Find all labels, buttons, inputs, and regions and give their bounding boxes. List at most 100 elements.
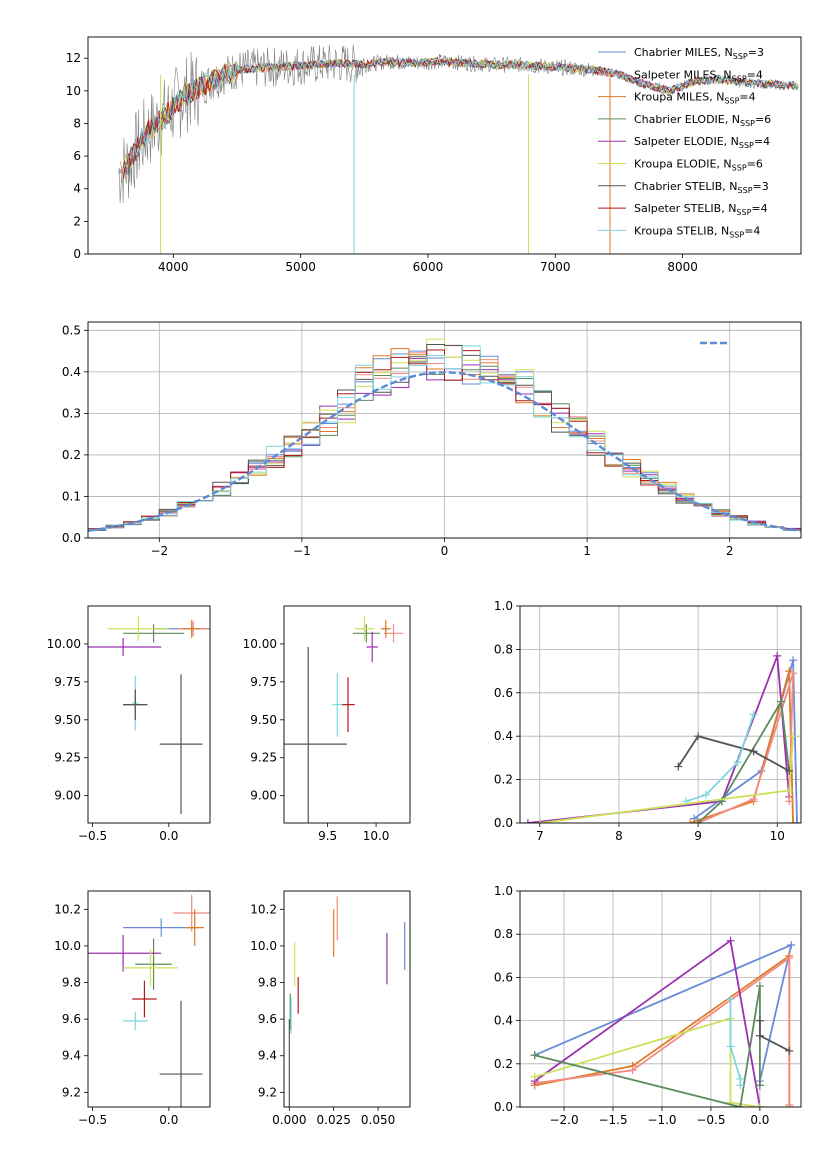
- y-tick-label: 0.6: [494, 686, 513, 700]
- massweight-series-line: [677, 735, 790, 772]
- y-tick-label: 10.0: [54, 939, 81, 953]
- massweight-point-marker: [793, 819, 801, 823]
- y-tick-label: 0.2: [62, 448, 81, 462]
- massweight-point-marker: [686, 819, 695, 823]
- y-tick-label: 9.75: [54, 675, 81, 689]
- legend-entry-suffix: =3: [748, 46, 764, 59]
- axes-frame: [87, 605, 211, 824]
- x-tick-label: −2.0: [549, 1113, 578, 1127]
- massweight-point-marker: [694, 732, 703, 741]
- legend-entry: Salpeter STELIB, NSSP=4: [634, 202, 768, 217]
- massweight-series-line: [534, 1017, 761, 1107]
- errorbar-point: [182, 619, 201, 638]
- massweight-point-marker: [702, 790, 711, 799]
- legend-entry-label: Chabrier ELODIE, N: [634, 113, 740, 126]
- legend-entry-suffix: =6: [755, 113, 771, 126]
- massweight-point-marker: [535, 819, 544, 823]
- massweight-point-marker: [785, 1100, 794, 1107]
- legend-entry-suffix: =4: [747, 68, 763, 81]
- x-tick-label: −0.5: [696, 1113, 725, 1127]
- legend-entry-label: Chabrier MILES, N: [634, 46, 733, 59]
- plot-area: [88, 616, 210, 814]
- errorbar-point: [159, 1000, 203, 1107]
- massweight-vs-metallicity-panel: −2.0 −1.5 −1.0 −0.5 0.0 0.0 0.2 0.4 0.6 0.8 1.0: [494, 884, 802, 1127]
- x-tick-label: 10.0: [363, 829, 390, 843]
- massweight-series-line: [693, 660, 798, 823]
- errorbar-point: [380, 619, 391, 638]
- legend-entry-label: Kroupa MILES, N: [634, 91, 724, 104]
- x-tick-label: −0.5: [78, 829, 107, 843]
- legend-entry-subscript: SSP: [724, 97, 739, 106]
- massweight-point-marker: [789, 669, 798, 678]
- y-tick-label: 0.4: [494, 729, 513, 743]
- axes-frame: [519, 890, 802, 1108]
- x-tick-label: 10: [770, 829, 785, 843]
- legend-entry-label: Salpeter STELIB, N: [634, 202, 736, 215]
- y-tick-label: 0.3: [62, 406, 81, 420]
- axes-frame: [87, 36, 802, 255]
- model-spectrum-line: [120, 57, 610, 174]
- errorbar-point: [159, 674, 203, 814]
- legend-entry-subscript: SSP: [740, 119, 755, 128]
- legend-entry-subscript: SSP: [729, 230, 744, 239]
- massweight-point-marker: [736, 1081, 745, 1090]
- legend-entry-label: Kroupa ELODIE, N: [634, 158, 732, 171]
- massweight-point-marker: [755, 1016, 764, 1025]
- massweight-series-line: [729, 999, 742, 1086]
- errorbar-point: [88, 637, 162, 657]
- x-tick-label: 7: [536, 829, 544, 843]
- errorbar-point: [383, 624, 404, 643]
- legend-entry-suffix: =3: [753, 180, 769, 193]
- legend-entry-subscript: SSP: [732, 74, 747, 83]
- massweight-point-marker: [785, 667, 794, 676]
- residual-histogram-panel: −2 −1 0 1 2 0.0 0.1 0.2 0.3 0.4 0.5: [62, 321, 802, 558]
- y-tick-label: 12: [66, 51, 81, 65]
- errorbar-point: [88, 934, 162, 972]
- legend-entry-subscript: SSP: [738, 186, 753, 195]
- x-tick-label: 4000: [158, 260, 189, 274]
- massweight-point-marker: [755, 1031, 764, 1040]
- massweight-point-marker: [785, 953, 794, 962]
- y-tick-label: 6: [73, 149, 81, 163]
- errorbar-point: [107, 616, 169, 641]
- legend-entry-label: Chabrier STELIB, N: [634, 180, 738, 193]
- legend-entry-label: Salpeter ELODIE, N: [634, 135, 739, 148]
- legend-entry-label: Salpeter MILES, N: [634, 68, 732, 81]
- age-vs-metallicity-panel: −0.5 0.0 9.00 9.25 9.50 9.75 10.00: [47, 605, 211, 843]
- legend-entry-subscript: SSP: [739, 141, 754, 150]
- y-tick-label: 0.2: [494, 773, 513, 787]
- massweight-point-marker: [530, 1072, 539, 1081]
- y-tick-label: 9.2: [258, 1085, 277, 1099]
- y-tick-label: 10.2: [54, 902, 81, 916]
- massweight-point-marker: [749, 795, 758, 804]
- massweight-point-marker: [674, 762, 683, 771]
- massweight-point-marker: [726, 936, 735, 945]
- legend-entry-suffix: =6: [747, 158, 763, 171]
- legend-entry-subscript: SSP: [733, 52, 748, 61]
- massweight-point-marker: [777, 697, 786, 706]
- errorbar-point: [341, 677, 355, 732]
- massweight-point-marker: [785, 1046, 794, 1055]
- errorbar-point: [173, 894, 210, 932]
- model-spectrum-line: [123, 56, 798, 179]
- model-spectrum-line: [123, 57, 799, 167]
- legend-entry: Kroupa STELIB, NSSP=4: [634, 224, 760, 239]
- massweight-point-marker: [785, 786, 794, 795]
- y-tick-label: 10.00: [243, 637, 277, 651]
- massweight-point-marker: [785, 766, 794, 775]
- y-tick-label: 9.25: [250, 751, 277, 765]
- massweight-point-marker: [736, 1103, 745, 1107]
- mass-vs-reddening-panel: 0.000 0.025 0.050 9.2 9.4 9.6 9.8 10.0 10.2: [250, 890, 411, 1127]
- legend-entry: Salpeter MILES, NSSP=4: [634, 68, 763, 83]
- x-tick-label: 0.0: [750, 1113, 769, 1127]
- massweight-point-marker: [785, 797, 794, 806]
- errorbar-point: [354, 616, 375, 641]
- y-tick-label: 2: [73, 214, 81, 228]
- y-tick-label: 9.6: [258, 1012, 277, 1026]
- legend-entry: Chabrier ELODIE, NSSP=6: [634, 113, 771, 128]
- x-tick-label: 5000: [285, 260, 316, 274]
- normal-distribution-curve: [88, 371, 801, 532]
- massweight-series-line: [534, 956, 791, 1105]
